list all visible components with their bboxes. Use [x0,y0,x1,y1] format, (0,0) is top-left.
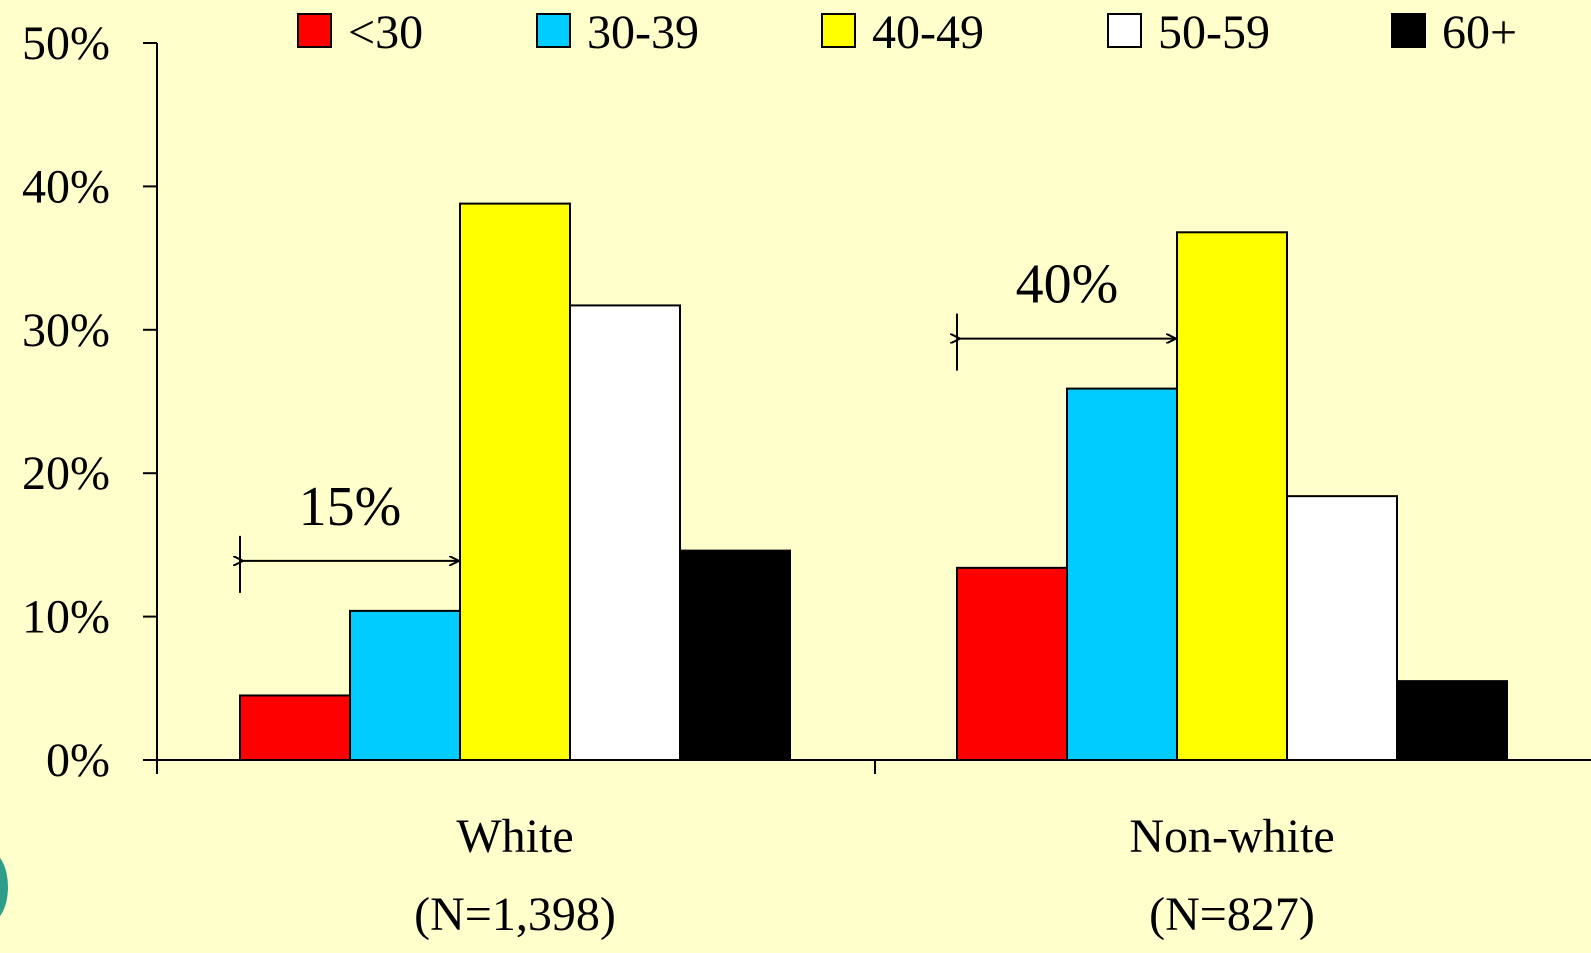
bar [239,694,351,761]
bar [1066,387,1178,761]
bar [679,549,791,761]
y-tick-label: 10% [22,591,110,644]
x-category-label: Non-white [1129,810,1334,863]
legend: <30 30-39 40-49 50-59 60+ [297,6,1517,59]
y-tick-label: 30% [22,304,110,357]
slide-decoration [0,852,8,922]
legend-swatch [1107,13,1142,48]
legend-swatch [297,13,332,48]
bars [239,202,1508,762]
legend-swatch [821,13,856,48]
bar [569,304,681,761]
bar [349,609,461,762]
bar [1286,495,1398,761]
legend-label: <30 [348,6,423,59]
annotation-label: 40% [1016,254,1119,316]
y-tick-label: 50% [22,17,110,70]
y-tick-label: 40% [22,160,110,213]
legend-label: 50-59 [1158,6,1270,59]
x-category-sublabel: (N=1,398) [414,888,616,941]
y-axis: 0% 10% 20% 30% 40% 50% [22,17,158,787]
legend-label: 30-39 [587,6,699,59]
annotations: 15% 40% [240,254,1178,593]
legend-label: 40-49 [872,6,984,59]
x-category-label: White [456,810,573,863]
bar [956,566,1068,761]
x-category-sublabel: (N=827) [1149,888,1315,941]
legend-label: 60+ [1442,6,1517,59]
legend-swatch [536,13,571,48]
legend-swatch [1391,13,1426,48]
annotation-label: 15% [299,476,402,538]
y-tick-label: 0% [46,734,110,787]
y-tick-label: 20% [22,447,110,500]
x-axis: White (N=1,398) Non-white (N=827) [156,759,1591,941]
bar [459,202,571,762]
bar [1176,231,1288,761]
bar [1396,680,1508,762]
